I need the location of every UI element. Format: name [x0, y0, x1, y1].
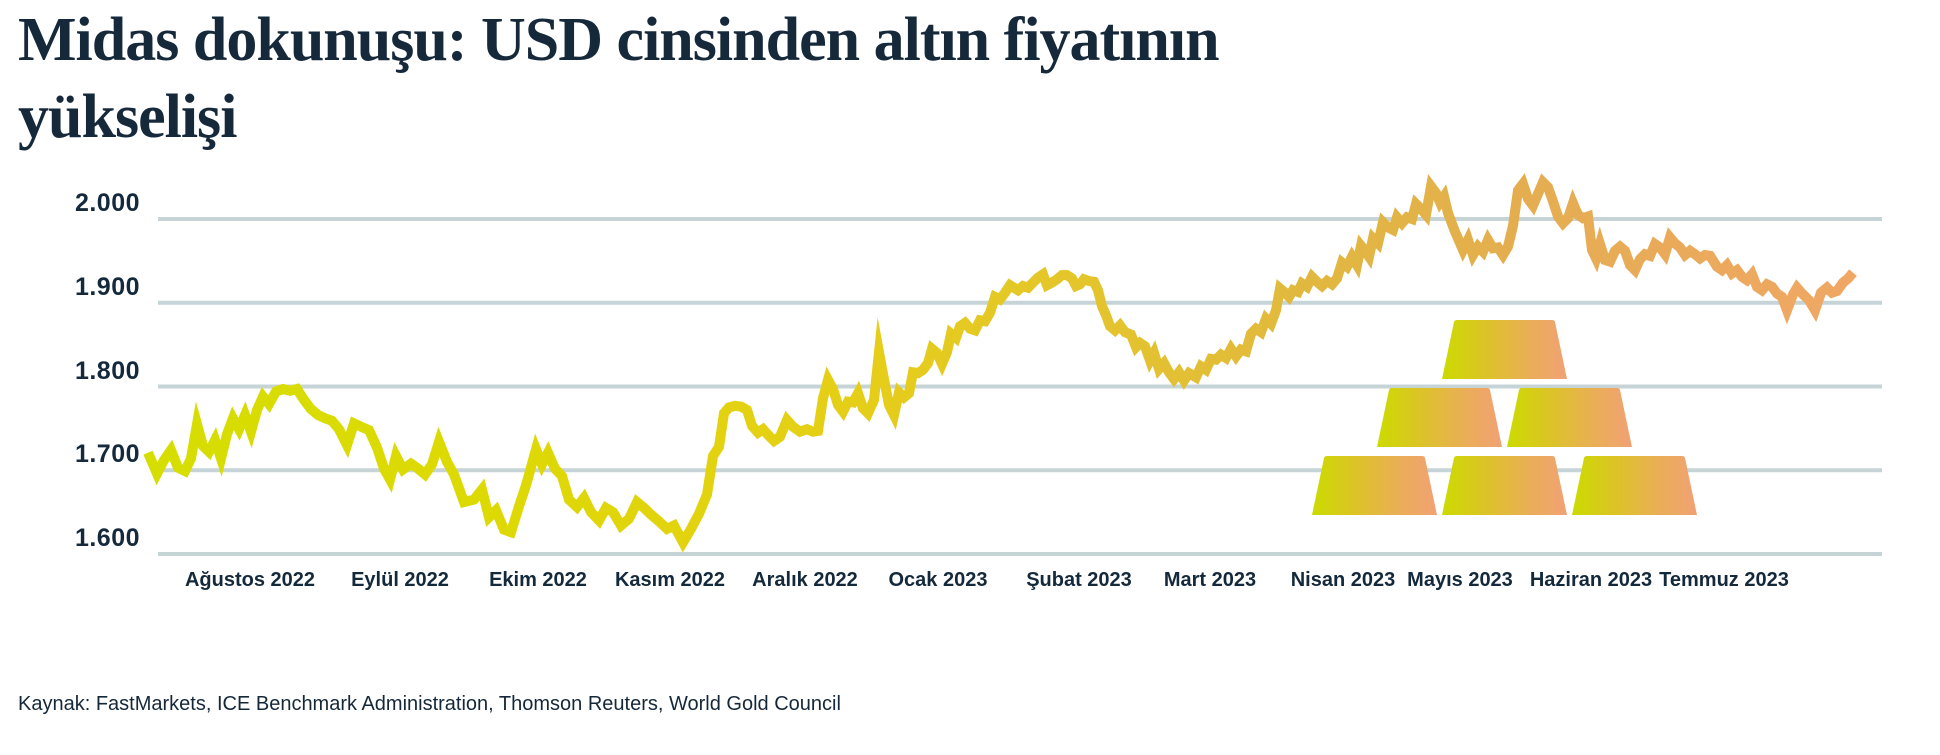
gold-bar-icon	[1312, 456, 1437, 515]
gold-bar-icon	[1507, 388, 1632, 447]
x-axis-label: Nisan 2023	[1290, 569, 1396, 591]
gold-bar-icon	[1377, 388, 1502, 447]
x-axis-label: Eylül 2022	[351, 569, 449, 591]
y-axis-label: 1.600	[74, 524, 140, 552]
gold-bar-icon	[1442, 456, 1567, 515]
gold-price-line	[143, 173, 1857, 553]
x-axis-label: Ekim 2022	[489, 569, 587, 591]
chart-title-line1: Midas dokunuşu: USD cinsinden altın fiya…	[18, 6, 1220, 74]
gold-bar-icon	[1572, 456, 1697, 515]
x-axis-label: Temmuz 2023	[1659, 569, 1789, 591]
chart-title: Midas dokunuşu: USD cinsinden altın fiya…	[18, 2, 1220, 156]
x-axis-label: Mayıs 2023	[1407, 569, 1513, 591]
x-axis-label: Ağustos 2022	[184, 569, 316, 591]
x-axis-label: Ocak 2023	[888, 569, 988, 591]
y-axis-label: 1.900	[74, 272, 140, 301]
x-axis-label: Haziran 2023	[1529, 569, 1653, 591]
chart-title-line2: yükselişi	[18, 83, 237, 151]
y-axis-label: 1.700	[74, 440, 140, 469]
y-axis-label: 2.000	[74, 189, 140, 217]
x-axis-label: Şubat 2023	[1026, 569, 1132, 591]
x-axis-label: Kasım 2022	[614, 569, 726, 591]
gold-bar-icon	[1442, 320, 1567, 379]
source-note: Kaynak: FastMarkets, ICE Benchmark Admin…	[18, 693, 841, 715]
x-axis-label: Aralık 2022	[752, 569, 858, 591]
y-axis-label: 1.800	[74, 356, 140, 385]
x-axis-label: Mart 2023	[1163, 569, 1257, 591]
